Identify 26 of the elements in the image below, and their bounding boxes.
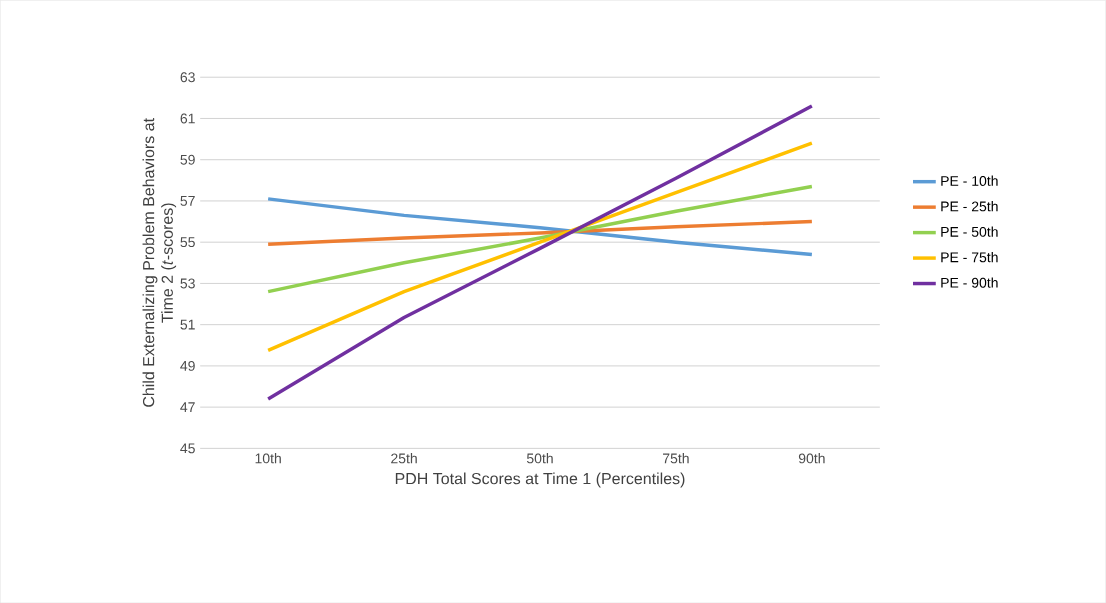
y-tick-label: 55: [180, 237, 195, 247]
legend-label: PE - 10th: [941, 175, 998, 186]
line-series: [266, 219, 814, 246]
line-series: [266, 104, 814, 401]
y-tick-label: 57: [180, 195, 195, 206]
x-tick-label: 90th: [798, 452, 825, 464]
x-tick-label: 25th: [391, 452, 417, 464]
y-tick-label: 49: [180, 360, 195, 371]
y-tick-label: 63: [180, 72, 195, 83]
y-tick-label: 61: [180, 113, 195, 124]
y-tick-label: 51: [180, 319, 195, 330]
y-tick-label: 53: [180, 278, 195, 289]
line-series: [266, 197, 814, 257]
line-series: [266, 141, 814, 353]
y-tick-label: 47: [180, 402, 195, 412]
y-tick-label: 45: [180, 443, 195, 454]
legend-label: PE - 90th: [941, 277, 998, 288]
legend-label: PE - 75th: [941, 251, 998, 263]
line-series: [266, 184, 814, 294]
x-tick-label: 10th: [255, 452, 281, 464]
y-tick-label: 59: [180, 154, 195, 165]
legend-label: PE - 25th: [941, 200, 998, 212]
legend-label: PE - 50th: [941, 226, 998, 237]
x-tick-label: 50th: [526, 452, 553, 464]
x-axis-title: PDH Total Scores at Time 1 (Percentiles): [395, 472, 685, 488]
x-tick-label: 75th: [663, 452, 689, 464]
